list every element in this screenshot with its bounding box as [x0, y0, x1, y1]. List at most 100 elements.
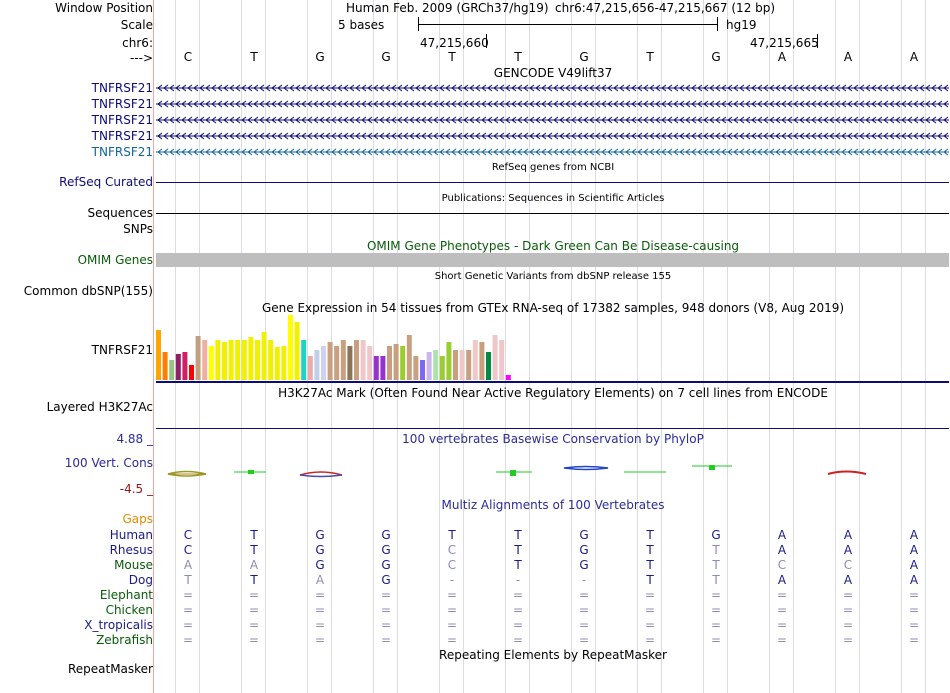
gencode-transcript[interactable]: [156, 98, 949, 110]
multiz-species-label[interactable]: Mouse: [114, 558, 153, 572]
gtex-tissue-bar[interactable]: [354, 340, 359, 380]
gtex-tissue-bar[interactable]: [327, 342, 333, 380]
strand-chevron: [757, 100, 763, 108]
multiz-species-label[interactable]: Rhesus: [109, 543, 153, 557]
omim-label[interactable]: OMIM Genes: [77, 253, 153, 267]
strand-chevron: [445, 84, 451, 92]
omim-gene-bar[interactable]: [156, 253, 949, 267]
multiz-species-label[interactable]: Elephant: [99, 588, 153, 602]
gtex-tissue-bar[interactable]: [360, 340, 366, 380]
gtex-tissue-bar[interactable]: [459, 350, 465, 380]
gtex-tissue-bar[interactable]: [433, 350, 439, 380]
gtex-tissue-bar[interactable]: [261, 332, 267, 380]
gtex-tissue-bar[interactable]: [446, 342, 452, 380]
multiz-species-label[interactable]: Human: [109, 528, 153, 542]
snps-label[interactable]: SNPs: [123, 222, 153, 236]
strand-chevron: [811, 100, 817, 108]
gencode-gene-label[interactable]: TNFRSF21: [91, 145, 153, 159]
publications-track-line[interactable]: [156, 213, 949, 214]
gencode-gene-label[interactable]: TNFRSF21: [91, 129, 153, 143]
gtex-tissue-bar[interactable]: [241, 340, 247, 380]
gtex-tissue-bar[interactable]: [235, 340, 241, 380]
multiz-base: =: [644, 618, 656, 632]
phylop-label[interactable]: 100 Vert. Cons: [64, 456, 153, 470]
gtex-tissue-bar[interactable]: [486, 352, 491, 380]
gtex-tissue-bar[interactable]: [387, 346, 392, 380]
gtex-tissue-bar[interactable]: [393, 344, 399, 380]
gtex-tissue-bar[interactable]: [439, 356, 445, 380]
column-guide: [925, 0, 926, 693]
dbsnp-label[interactable]: Common dbSNP(155): [23, 284, 153, 298]
gencode-transcript[interactable]: [156, 146, 949, 158]
gencode-gene-label[interactable]: TNFRSF21: [91, 113, 153, 127]
publications-label[interactable]: Sequences: [87, 206, 153, 220]
gtex-tissue-bar[interactable]: [492, 335, 498, 380]
refseq-label[interactable]: RefSeq Curated: [59, 175, 153, 189]
gtex-tissue-bar[interactable]: [340, 340, 346, 380]
gtex-tissue-bar[interactable]: [208, 346, 214, 380]
gtex-tissue-bar[interactable]: [380, 356, 386, 380]
multiz-species-label[interactable]: Chicken: [105, 603, 153, 617]
gtex-tissue-bar[interactable]: [274, 347, 280, 380]
gtex-tissue-bar[interactable]: [367, 346, 373, 380]
h3k27ac-label[interactable]: Layered H3K27Ac: [46, 400, 153, 414]
gtex-tissue-bar[interactable]: [248, 337, 254, 380]
gtex-tissue-bar[interactable]: [215, 340, 221, 380]
gtex-tissue-bar[interactable]: [294, 322, 300, 380]
gtex-tissue-bar[interactable]: [406, 335, 412, 380]
gtex-tissue-bar[interactable]: [466, 350, 472, 380]
gtex-tissue-bar[interactable]: [321, 346, 326, 380]
gtex-tissue-bar[interactable]: [228, 340, 234, 380]
repeatmasker-label[interactable]: RepeatMasker: [67, 662, 153, 676]
multiz-base: T: [646, 573, 654, 587]
gtex-tissue-bar[interactable]: [505, 375, 511, 380]
gtex-tissue-bar[interactable]: [182, 352, 188, 380]
refseq-track-line[interactable]: [156, 182, 949, 183]
gtex-tissue-bar[interactable]: [202, 340, 208, 380]
phylop-graph[interactable]: [156, 460, 950, 484]
gencode-transcript[interactable]: [156, 82, 949, 94]
gtex-bar-chart[interactable]: [156, 310, 536, 382]
gtex-tissue-bar[interactable]: [314, 350, 320, 380]
gtex-tissue-bar[interactable]: [426, 352, 432, 380]
strand-chevron: [835, 116, 841, 124]
gtex-tissue-bar[interactable]: [162, 352, 168, 380]
gtex-tissue-bar[interactable]: [472, 340, 478, 380]
gtex-tissue-bar[interactable]: [156, 330, 161, 380]
gtex-tissue-bar[interactable]: [175, 354, 181, 380]
gtex-tissue-bar[interactable]: [334, 346, 340, 380]
gencode-gene-label[interactable]: TNFRSF21: [91, 97, 153, 111]
gencode-transcript[interactable]: [156, 130, 949, 142]
gtex-tissue-bar[interactable]: [222, 342, 227, 380]
gtex-tissue-bar[interactable]: [307, 356, 313, 380]
gtex-tissue-bar[interactable]: [479, 342, 485, 380]
strand-label[interactable]: --->: [129, 51, 153, 65]
gtex-tissue-bar[interactable]: [255, 340, 260, 380]
gtex-tissue-bar[interactable]: [301, 340, 307, 380]
gtex-tissue-bar[interactable]: [453, 350, 458, 380]
gencode-gene-label[interactable]: TNFRSF21: [91, 81, 153, 95]
strand-chevron: [865, 116, 871, 124]
strand-chevron: [415, 100, 421, 108]
gtex-tissue-bar[interactable]: [288, 315, 293, 380]
gencode-transcript[interactable]: [156, 114, 949, 126]
gtex-tissue-bar[interactable]: [195, 336, 201, 380]
gtex-tissue-bar[interactable]: [189, 365, 194, 380]
gtex-tissue-bar[interactable]: [420, 360, 425, 380]
multiz-species-label[interactable]: Zebrafish: [96, 633, 153, 647]
strand-chevron: [889, 100, 895, 108]
gtex-tissue-bar[interactable]: [268, 340, 274, 380]
gtex-label[interactable]: TNFRSF21: [91, 343, 153, 357]
strand-chevron: [799, 132, 805, 140]
gtex-tissue-bar[interactable]: [373, 356, 379, 380]
gtex-tissue-bar[interactable]: [347, 346, 353, 380]
gtex-tissue-bar[interactable]: [281, 346, 287, 380]
gtex-tissue-bar[interactable]: [169, 360, 175, 380]
gtex-tissue-bar[interactable]: [400, 346, 406, 380]
gtex-tissue-bar[interactable]: [499, 340, 505, 380]
strand-chevron: [625, 116, 631, 124]
multiz-species-label[interactable]: X_tropicalis: [84, 618, 153, 632]
gtex-tissue-bar[interactable]: [413, 356, 419, 380]
multiz-species-label[interactable]: Dog: [128, 573, 153, 587]
strand-chevron: [907, 84, 913, 92]
